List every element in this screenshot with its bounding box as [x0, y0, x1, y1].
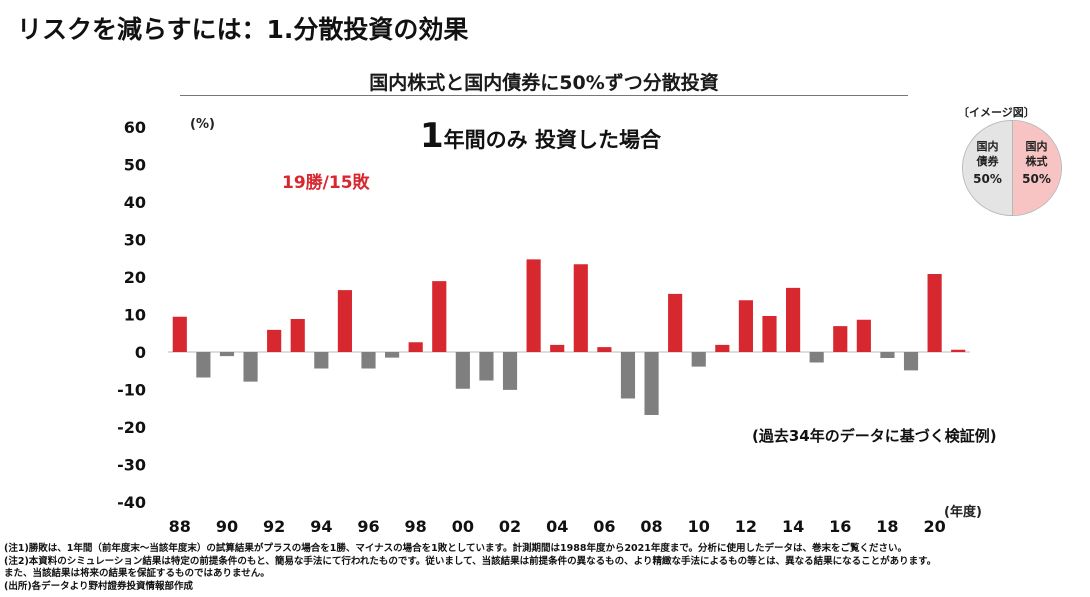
chart-subtitle: 国内株式と国内債券に50%ずつ分散投資: [369, 72, 719, 94]
bar-2020: [927, 274, 942, 352]
pie-label-stocks: 国内 株式: [1025, 140, 1048, 168]
subtitle-divider: [180, 95, 908, 96]
x-tick-label: 18: [876, 517, 898, 536]
bar-2006: [597, 347, 612, 352]
pie-slice-stocks: [1012, 121, 1061, 215]
bar-2017: [856, 319, 871, 352]
y-tick-label: -30: [117, 456, 146, 475]
y-axis-unit-label: (%): [190, 117, 215, 132]
bar-1991: [243, 352, 258, 382]
pie-divider: [1012, 121, 1013, 215]
y-tick-label: 10: [124, 306, 146, 325]
x-tick-label: 20: [923, 517, 945, 536]
footnote-3: また、当該結果は将来の結果を保証するものではありません。: [4, 568, 270, 579]
x-tick-label: 08: [640, 517, 662, 536]
bar-2005: [573, 264, 588, 352]
legend-caption: 〔イメージ図〕: [958, 106, 1035, 119]
x-tick-label: 12: [735, 517, 757, 536]
bar-1992: [267, 329, 282, 352]
x-tick-label: 94: [310, 517, 332, 536]
x-tick-label: 06: [593, 517, 615, 536]
bar-2013: [762, 316, 777, 352]
x-tick-label: 90: [216, 517, 238, 536]
chart-heading-text: 年間のみ 投資した場合: [443, 128, 661, 152]
x-tick-label: 88: [169, 517, 191, 536]
y-tick-label: -10: [117, 381, 146, 400]
allocation-pie: 国内 債券 国内 株式 50% 50%: [962, 120, 1062, 216]
x-tick-label: 14: [782, 517, 804, 536]
bar-1990: [219, 352, 235, 357]
bar-2016: [833, 326, 848, 352]
pie-percent-stocks: 50%: [1022, 172, 1051, 186]
bar-2009: [668, 293, 683, 352]
x-tick-label: 92: [263, 517, 285, 536]
page-title: リスクを減らすには：1.分散投資の効果: [17, 15, 469, 44]
bar-1989: [196, 352, 211, 378]
bar-1999: [432, 281, 447, 352]
bar-2008: [644, 352, 659, 415]
footnotes: (注1)勝敗は、1年間（前年度末〜当該年度末）の試算結果がプラスの場合を1勝、マ…: [4, 543, 1084, 593]
bar-1994: [314, 352, 329, 369]
bar-2002: [502, 352, 518, 390]
pie-percent-bonds: 50%: [973, 172, 1002, 186]
bar-1998: [408, 342, 423, 352]
y-tick-label: -20: [117, 418, 146, 437]
win-loss-label: 19勝/15敗: [282, 173, 370, 193]
bar-2021: [951, 349, 966, 352]
footnote-1: (注1)勝敗は、1年間（前年度末〜当該年度末）の試算結果がプラスの場合を1勝、マ…: [4, 543, 908, 554]
bar-2007: [620, 352, 636, 399]
pie-slice-bonds: [963, 121, 1012, 215]
footnote-source: (出所)各データより野村證券投資情報部作成: [4, 580, 193, 592]
x-tick-label: 98: [405, 517, 427, 536]
footnote-2: (注2)本資料のシミュレーション結果は特定の前提条件のもと、簡易な手法にて行われ…: [4, 555, 937, 567]
bar-1996: [361, 352, 376, 369]
bar-1993: [290, 319, 305, 352]
x-tick-label: 00: [452, 517, 474, 536]
bar-2010: [691, 352, 706, 367]
bar-2004: [550, 344, 565, 352]
chart-heading-number: 1: [420, 116, 444, 156]
basis-note: (過去34年のデータに基づく検証例): [752, 427, 997, 445]
x-tick-label: 04: [546, 517, 568, 536]
x-tick-label: 96: [357, 517, 379, 536]
x-tick-label: 10: [688, 517, 710, 536]
bar-1988: [172, 316, 187, 352]
bar-2003: [526, 259, 541, 352]
bar-2001: [479, 352, 494, 381]
bar-2000: [455, 352, 470, 389]
x-axis-unit-label: (年度): [944, 505, 982, 520]
bar-2014: [786, 287, 801, 352]
pie-label-bonds: 国内 債券: [976, 140, 999, 168]
bar-1995: [337, 290, 352, 352]
y-tick-label: 40: [124, 193, 146, 212]
y-tick-label: -40: [117, 493, 146, 512]
x-tick-label: 16: [829, 517, 851, 536]
bar-2019: [903, 352, 919, 371]
y-tick-label: 20: [124, 268, 146, 287]
y-tick-label: 50: [124, 156, 146, 175]
y-tick-label: 0: [135, 343, 146, 362]
bar-2018: [880, 352, 895, 358]
chart-heading: 1年間のみ 投資した場合: [420, 116, 661, 156]
y-tick-label: 60: [124, 118, 146, 137]
bar-2015: [809, 352, 824, 363]
bar-chart: 60 50 40 30 20 10 0 -10 -20 -30 -40 88 90 92 94 96 98 00 0…: [117, 118, 970, 536]
x-tick-label: 02: [499, 517, 521, 536]
bar-2012: [738, 300, 753, 352]
y-tick-label: 30: [124, 231, 146, 250]
bar-1997: [385, 352, 400, 358]
bar-2011: [715, 344, 730, 352]
